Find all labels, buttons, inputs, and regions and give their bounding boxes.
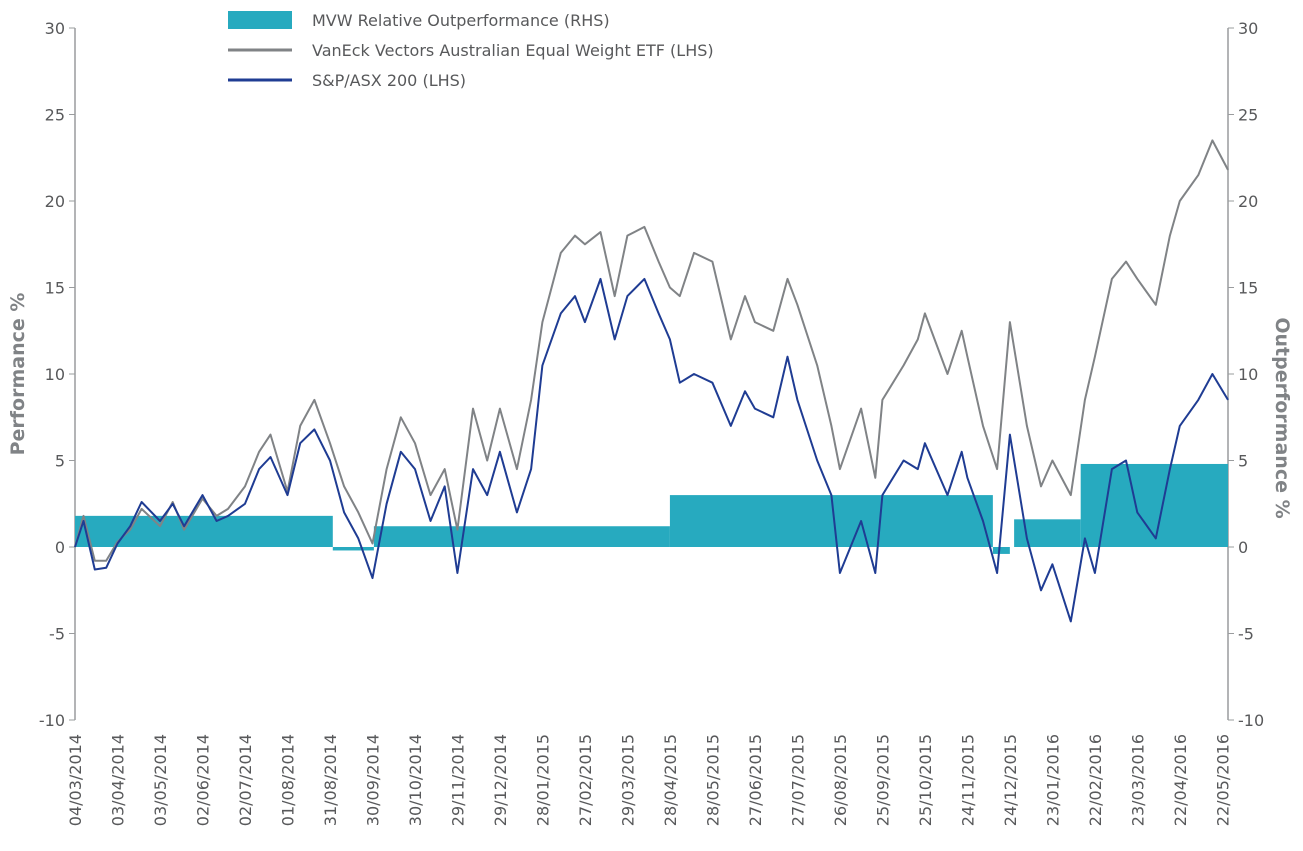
y-tick-label: 0 (55, 538, 65, 557)
y-tick-label: -5 (49, 625, 65, 644)
line (74, 277, 1229, 623)
x-tick-label: 23/01/2016 (1043, 734, 1062, 826)
x-tick-label: 02/06/2014 (193, 734, 212, 826)
y2-tick-label: 0 (1238, 538, 1248, 557)
x-tick-label: 01/08/2014 (278, 734, 297, 826)
x-tick-label: 31/08/2014 (321, 734, 340, 826)
x-tick-label: 26/08/2015 (831, 734, 850, 826)
bar (332, 547, 374, 551)
y-tick-label: -10 (39, 711, 65, 730)
x-tick-label: 30/09/2014 (363, 734, 382, 826)
x-tick-label: 30/10/2014 (406, 734, 425, 826)
bar (1080, 463, 1228, 547)
y-tick-label: 10 (45, 365, 65, 384)
y2-tick-label: 25 (1238, 106, 1258, 125)
x-tick-label: 28/05/2015 (703, 734, 722, 826)
legend-label: MVW Relative Outperformance (RHS) (312, 11, 610, 30)
y2-axis-label: Outperformance % (1271, 317, 1293, 518)
legend-swatch (228, 11, 292, 29)
y-tick-label: 30 (45, 19, 65, 38)
bar (75, 515, 333, 547)
x-tick-label: 23/03/2016 (1128, 734, 1147, 826)
x-tick-label: 29/12/2014 (491, 734, 510, 826)
x-tick-label: 25/10/2015 (916, 734, 935, 826)
y2-tick-label: 30 (1238, 19, 1258, 38)
legend-label: S&P/ASX 200 (LHS) (312, 71, 466, 90)
x-tick-label: 24/12/2015 (1001, 734, 1020, 826)
x-tick-label: 25/09/2015 (873, 734, 892, 826)
y2-tick-label: 10 (1238, 365, 1258, 384)
y-tick-label: 20 (45, 192, 65, 211)
y-axis-label: Performance % (7, 293, 29, 456)
legend-label: VanEck Vectors Australian Equal Weight E… (312, 41, 714, 60)
y-tick-label: 25 (45, 106, 65, 125)
y-tick-label: 5 (55, 452, 65, 471)
x-tick-label: 22/04/2016 (1171, 734, 1190, 826)
y2-tick-label: 5 (1238, 452, 1248, 471)
y2-tick-label: -10 (1238, 711, 1264, 730)
x-tick-label: 28/04/2015 (661, 734, 680, 826)
x-tick-label: 27/07/2015 (788, 734, 807, 826)
y2-tick-label: 15 (1238, 279, 1258, 298)
y2-tick-label: 20 (1238, 192, 1258, 211)
x-tick-label: 27/02/2015 (576, 734, 595, 826)
bar (373, 526, 670, 547)
x-tick-label: 03/05/2014 (151, 734, 170, 826)
x-tick-label: 27/06/2015 (746, 734, 765, 826)
x-tick-label: 02/07/2014 (236, 734, 255, 826)
x-tick-label: 04/03/2014 (66, 734, 85, 826)
x-tick-label: 03/04/2014 (108, 734, 127, 826)
y2-tick-label: -5 (1238, 625, 1254, 644)
x-tick-label: 22/05/2016 (1213, 734, 1232, 826)
x-tick-label: 29/11/2014 (448, 734, 467, 826)
line (74, 139, 1229, 562)
x-tick-label: 28/01/2015 (533, 734, 552, 826)
x-tick-label: 29/03/2015 (618, 734, 637, 826)
x-tick-label: 22/02/2016 (1086, 734, 1105, 826)
x-tick-label: 24/11/2015 (958, 734, 977, 826)
y-tick-label: 15 (45, 279, 65, 298)
bar (992, 547, 1010, 554)
